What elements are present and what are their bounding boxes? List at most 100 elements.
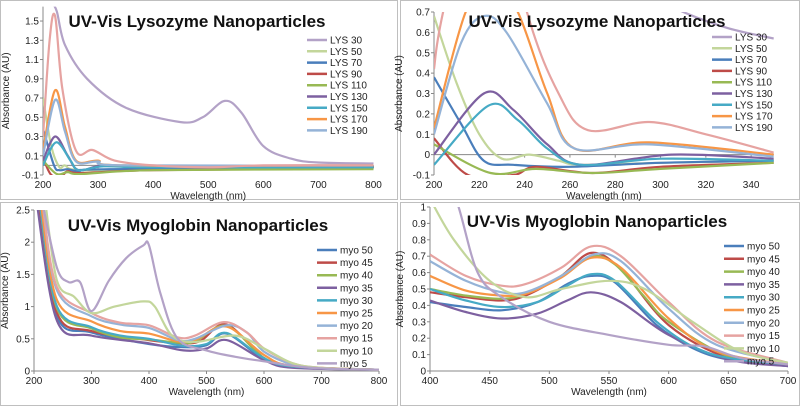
legend-item: myo 20 (340, 321, 373, 332)
y-tick-label: 0.2 (416, 109, 430, 120)
legend-item: myo 40 (340, 271, 373, 282)
x-tick-label: 400 (141, 376, 158, 387)
legend-item: LYS 110 (735, 78, 772, 89)
legend-item: myo 15 (747, 331, 780, 342)
series-line-lys-190 (43, 98, 374, 167)
y-tick-label: 2 (24, 238, 30, 249)
chart-1: -0.1 0.1 0.3 0.5 0.7 0.9 1.1 1.3 1.5 200 300 400 500… (0, 0, 398, 202)
legend-item: LYS 70 (330, 58, 362, 69)
y-tick-label: 0.6 (412, 268, 426, 279)
legend-item: LYS 170 (330, 115, 368, 126)
y-tick-label: 0.3 (412, 317, 426, 328)
y-tick-label: 0.9 (25, 74, 39, 85)
x-tick-label: 800 (371, 376, 388, 387)
series-group (36, 210, 379, 371)
y-tick-label: 2.5 (16, 206, 30, 217)
legend-item: myo 25 (747, 306, 780, 317)
y-tick-label: 0.5 (25, 113, 39, 124)
x-tick-label: 500 (198, 376, 215, 387)
x-tick-label: 400 (145, 180, 162, 191)
series-line-lys-30 (53, 6, 374, 165)
legend-item: myo 30 (340, 296, 373, 307)
legend-item: LYS 190 (735, 123, 773, 134)
legend-item: myo 10 (747, 344, 780, 355)
series-line-myo-10 (45, 210, 379, 371)
legend-item: myo 25 (340, 309, 373, 320)
x-tick-label: 220 (471, 180, 488, 191)
y-tick-label: 1 (24, 302, 30, 313)
series-line-lys-110 (43, 159, 374, 175)
legend-item: LYS 50 (330, 47, 362, 58)
y-tick-label: 0.7 (412, 252, 426, 263)
chart-title: UV-Vis Myoglobin Nanoparticles (467, 212, 727, 231)
series-line-lys-150 (434, 102, 774, 167)
chart-4: 0 0.1 0.2 0.3 0.4 0.5 0.6 0.7 0.8 0.9 1 400 450 500 55… (395, 202, 800, 406)
legend-item: myo 50 (747, 242, 780, 253)
x-tick-label: 200 (35, 180, 52, 191)
legend-item: myo 50 (340, 246, 373, 257)
series-line-myo-10 (433, 207, 788, 364)
y-tick-label: 0.7 (416, 8, 430, 19)
series-line-lys-90 (434, 137, 774, 175)
x-tick-label: 650 (720, 376, 737, 387)
x-axis-label: Wavelength (nm) (566, 191, 642, 202)
series-line-lys-110 (434, 143, 774, 175)
y-tick-label: 0.1 (412, 350, 426, 361)
legend-item: myo 35 (340, 283, 373, 294)
legend-item: myo 45 (340, 258, 373, 269)
y-tick-label: 0 (424, 150, 430, 161)
legend-item: myo 35 (747, 280, 780, 291)
x-tick-label: 700 (313, 376, 330, 387)
legend-item: myo 10 (340, 346, 373, 357)
legend-item: LYS 130 (330, 92, 368, 103)
y-tick-label: 1.1 (25, 55, 39, 66)
y-tick-label: -0.1 (413, 171, 431, 182)
x-tick-label: 320 (697, 180, 714, 191)
y-tick-label: 0.3 (416, 89, 430, 100)
y-axis-label: Absorbance (AU) (0, 252, 11, 329)
legend-item: LYS 170 (735, 112, 773, 123)
y-tick-label: 1.3 (25, 36, 39, 47)
x-tick-label: 300 (83, 376, 100, 387)
y-tick-label: 0.1 (25, 151, 39, 162)
legend-item: LYS 90 (735, 66, 767, 77)
series-line-unnamed-9 (43, 12, 374, 169)
series-line-unnamed-9 (434, 12, 774, 154)
y-tick-label: 0.1 (416, 130, 430, 141)
x-tick-label: 700 (310, 180, 327, 191)
y-tick-label: 0.2 (412, 334, 426, 345)
y-axis-label: Absorbance (AU) (395, 251, 406, 328)
series-line-myo-15 (430, 244, 788, 364)
y-tick-label: 0.5 (416, 48, 430, 59)
y-tick-label: 0 (420, 367, 426, 378)
x-tick-label: 240 (516, 180, 533, 191)
series-line-myo-30 (430, 272, 788, 366)
legend-item: LYS 150 (735, 100, 773, 111)
legend-item: myo 15 (340, 334, 373, 345)
series-line-lys-130 (434, 90, 774, 167)
legend-item: LYS 30 (735, 33, 767, 44)
x-tick-label: 300 (90, 180, 107, 191)
legend-item: LYS 150 (330, 103, 368, 114)
y-tick-label: 1 (420, 203, 426, 214)
y-tick-label: 0.9 (412, 219, 426, 230)
series-line-lys-70 (434, 76, 774, 168)
y-tick-label: 0.4 (416, 69, 430, 80)
y-tick-label: 0.5 (16, 334, 30, 345)
y-tick-label: -0.1 (22, 171, 40, 182)
series-line-myo-50 (430, 274, 788, 368)
x-axis-label: Wavelength (nm) (170, 191, 246, 202)
y-tick-label: 0.4 (412, 301, 426, 312)
legend-item: LYS 50 (735, 44, 767, 55)
x-tick-label: 450 (481, 376, 498, 387)
chart-title: UV-Vis Lysozyme Nanoparticles (69, 12, 326, 31)
x-tick-label: 500 (200, 180, 217, 191)
legend-item: myo 5 (340, 359, 368, 370)
x-tick-label: 200 (26, 376, 43, 387)
chart-3: 0 0.5 1 1.5 2 2.5 200 300 400 500 600 700 800 UV-Vis … (0, 202, 398, 406)
series-line-myo-25 (40, 210, 379, 371)
